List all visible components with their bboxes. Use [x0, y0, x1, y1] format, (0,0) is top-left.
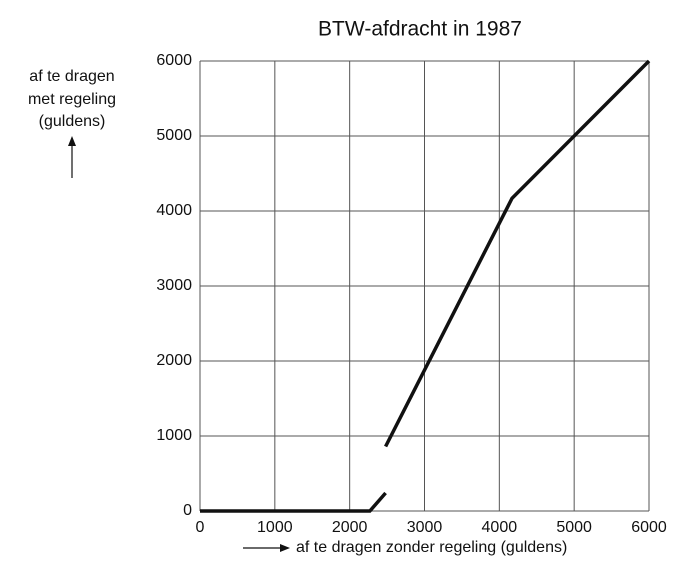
x-tick-label: 2000	[332, 519, 368, 536]
x-tick-label: 5000	[556, 519, 592, 536]
y-axis-label: (guldens)	[39, 113, 106, 130]
y-arrow-head	[68, 136, 76, 146]
y-tick-label: 6000	[156, 52, 192, 69]
y-tick-label: 3000	[156, 277, 192, 294]
y-axis-label: af te dragen	[29, 68, 114, 85]
y-tick-label: 5000	[156, 127, 192, 144]
x-tick-label: 4000	[482, 519, 518, 536]
x-tick-label: 1000	[257, 519, 293, 536]
y-tick-label: 2000	[156, 352, 192, 369]
y-tick-label: 4000	[156, 202, 192, 219]
chart-title: BTW-afdracht in 1987	[318, 18, 522, 41]
x-tick-label: 3000	[407, 519, 443, 536]
y-tick-label: 0	[183, 502, 192, 519]
x-axis-label: af te dragen zonder regeling (guldens)	[296, 539, 567, 556]
x-arrow-head	[280, 544, 290, 552]
y-tick-label: 1000	[156, 427, 192, 444]
y-axis-label: met regeling	[28, 91, 116, 108]
x-tick-label: 0	[196, 519, 205, 536]
x-tick-label: 6000	[631, 519, 667, 536]
line	[200, 59, 651, 513]
